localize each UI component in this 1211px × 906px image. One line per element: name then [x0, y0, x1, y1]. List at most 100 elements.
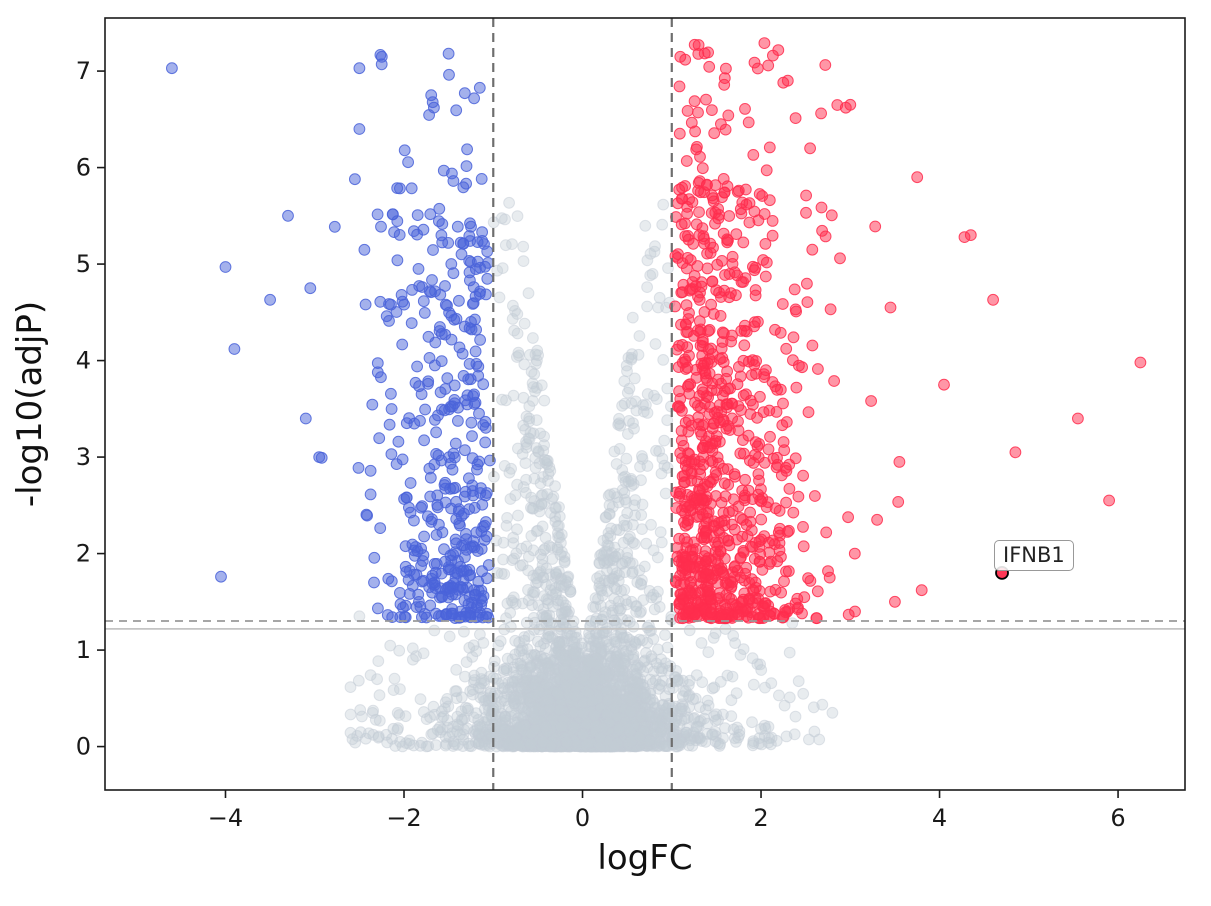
data-point — [517, 240, 530, 253]
data-point — [391, 254, 404, 267]
data-point — [612, 418, 625, 431]
data-point — [625, 352, 638, 364]
data-point — [718, 72, 731, 84]
data-point — [446, 588, 459, 601]
data-point — [660, 740, 673, 752]
data-point — [676, 181, 688, 194]
data-point — [394, 598, 407, 611]
data-point — [528, 472, 541, 485]
data-point — [450, 663, 463, 676]
data-point — [892, 496, 905, 508]
data-point — [417, 295, 430, 308]
data-point — [705, 606, 717, 619]
data-point — [594, 570, 606, 583]
data-point — [694, 701, 706, 714]
data-point — [519, 457, 532, 470]
data-point — [547, 490, 560, 503]
data-point — [515, 710, 528, 722]
data-point — [430, 426, 443, 439]
data-point — [525, 738, 538, 750]
data-point — [706, 377, 719, 390]
data-point — [744, 515, 757, 528]
data-point — [458, 87, 471, 100]
data-point — [718, 186, 731, 199]
data-point — [735, 207, 748, 220]
data-point — [394, 736, 407, 748]
data-point — [625, 692, 638, 705]
data-point — [439, 739, 452, 752]
data-point — [511, 210, 524, 223]
data-point — [725, 287, 737, 300]
data-point — [452, 415, 464, 427]
data-point — [732, 500, 745, 513]
data-point — [461, 143, 474, 156]
data-point — [798, 591, 811, 604]
data-point — [639, 219, 652, 232]
data-point — [424, 490, 437, 503]
data-point — [645, 518, 657, 531]
data-point — [739, 473, 751, 486]
data-point — [673, 487, 686, 500]
data-point — [364, 464, 377, 477]
data-point — [809, 490, 821, 502]
data-point — [721, 669, 734, 682]
data-point — [777, 436, 790, 448]
data-point — [783, 646, 796, 659]
data-point — [739, 567, 752, 580]
data-point — [783, 482, 796, 495]
data-point — [414, 414, 426, 427]
data-point — [626, 311, 639, 324]
x-tick-label: 4 — [932, 804, 947, 832]
data-point — [385, 403, 398, 415]
data-point — [529, 462, 542, 474]
data-point — [425, 89, 438, 102]
data-point — [780, 342, 793, 355]
data-point — [406, 538, 419, 551]
data-point — [915, 584, 928, 597]
data-point — [556, 546, 568, 558]
data-point — [429, 285, 441, 298]
data-point — [577, 707, 590, 719]
data-point — [676, 286, 689, 299]
y-tick-label: 5 — [76, 250, 91, 278]
data-point — [621, 386, 634, 399]
data-point — [518, 358, 531, 371]
data-point — [696, 162, 709, 175]
data-point — [893, 456, 906, 468]
data-point — [411, 209, 424, 222]
data-point — [399, 710, 412, 723]
data-point — [422, 330, 435, 343]
data-point — [819, 59, 832, 71]
data-point — [673, 127, 686, 140]
data-point — [408, 514, 420, 527]
data-point — [797, 687, 810, 700]
data-point — [512, 346, 525, 359]
data-point — [800, 206, 812, 219]
data-point — [698, 306, 711, 318]
data-point — [736, 484, 749, 497]
data-point — [762, 599, 775, 612]
data-point — [534, 640, 547, 653]
data-point — [693, 206, 705, 219]
x-tick-label: −4 — [208, 804, 243, 832]
data-point — [730, 736, 742, 748]
data-point — [938, 378, 950, 391]
data-point — [446, 463, 459, 476]
data-point — [420, 740, 433, 753]
data-point — [755, 664, 768, 676]
data-point — [418, 530, 431, 543]
data-point — [494, 635, 507, 648]
data-point — [1134, 356, 1147, 369]
data-point — [766, 215, 779, 227]
data-point — [723, 210, 736, 222]
data-point — [754, 548, 767, 560]
data-point — [797, 540, 810, 553]
data-point — [679, 230, 692, 243]
data-point — [765, 738, 777, 751]
data-point — [627, 620, 640, 633]
data-point — [438, 543, 450, 556]
data-point — [424, 471, 437, 484]
data-point — [403, 501, 415, 514]
gene-annotation-label[interactable]: IFNB1 — [994, 540, 1074, 572]
